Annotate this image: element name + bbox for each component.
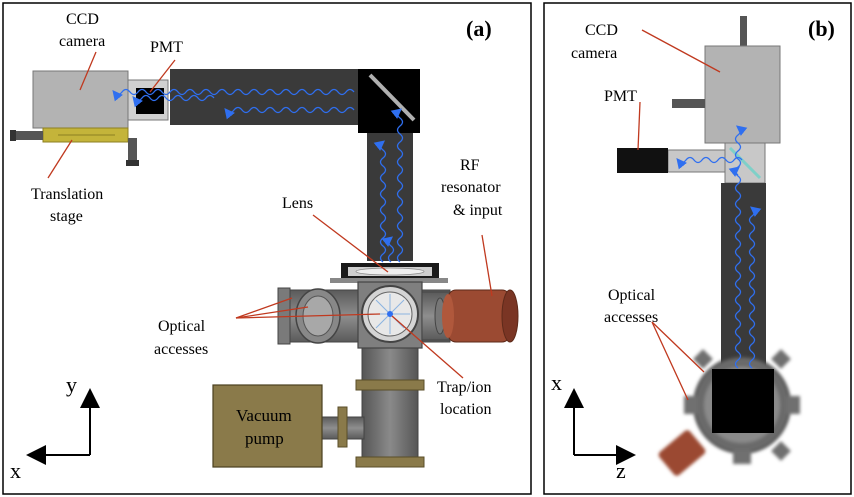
- panel-a-tag: (a): [466, 16, 492, 41]
- optical-b-label-line2: accesses: [604, 309, 658, 326]
- vacuum-chamber: [277, 281, 455, 468]
- vertical-beam-tube: [367, 133, 413, 261]
- beam-splitter: [728, 146, 762, 180]
- stage-knob-right: [128, 138, 137, 164]
- pmt-b-label: PMT: [604, 88, 637, 105]
- lens: [355, 267, 425, 276]
- ccd-camera-b: [704, 45, 781, 144]
- optical-label-line2: accesses: [154, 341, 208, 358]
- panel-a: (a): [2, 2, 532, 495]
- axis-b-z-label: z: [616, 458, 626, 483]
- leader-lines-a: [47, 51, 493, 379]
- trap-label-line2: location: [440, 401, 492, 418]
- mirror-cube: [358, 69, 420, 133]
- leader-lines-b: [637, 29, 721, 401]
- panel-b: (b): [543, 2, 852, 495]
- lens-label: Lens: [282, 195, 313, 212]
- chamber-b-cube: [712, 369, 774, 433]
- stage-knob-left: [13, 131, 43, 140]
- ccd-b-label-line1: CCD: [585, 22, 618, 39]
- trap-label-line1: Trap/ion: [437, 379, 492, 396]
- ccd-label-line1: CCD: [66, 11, 99, 28]
- axis-y-label: y: [66, 372, 77, 397]
- beam-tube-b: [721, 183, 766, 373]
- rf-label-line2: resonator: [441, 179, 501, 196]
- ccd-camera: [32, 70, 129, 129]
- translation-label-line1: Translation: [31, 186, 103, 203]
- axes-b: x z: [551, 370, 636, 483]
- panel-b-tag: (b): [808, 16, 835, 41]
- vacuum-pump: [212, 384, 323, 468]
- axis-b-x-label: x: [551, 370, 562, 395]
- ion-location: [387, 311, 393, 317]
- rf-label-line1: RF: [460, 157, 480, 174]
- fold-mirror: [368, 73, 416, 122]
- horizontal-beam-tube: [170, 69, 360, 125]
- optical-b-label-line1: Optical: [608, 287, 656, 304]
- ccd-label-line2: camera: [59, 33, 105, 50]
- optical-label-line1: Optical: [158, 318, 206, 335]
- pmt-b: [617, 148, 668, 173]
- axes-a: y x: [10, 372, 100, 483]
- rf-label-line3: & input: [453, 202, 503, 219]
- vacuum-label-line1: Vacuum: [236, 406, 292, 425]
- pmt-label: PMT: [150, 39, 183, 56]
- ccd-b-label-line2: camera: [571, 45, 617, 62]
- photon-waves-a: [112, 88, 404, 263]
- rf-resonator: [442, 289, 519, 343]
- vacuum-label-line2: pump: [245, 429, 284, 448]
- axis-x-label: x: [10, 458, 21, 483]
- translation-label-line2: stage: [50, 208, 83, 225]
- photon-waves-b: [676, 125, 762, 369]
